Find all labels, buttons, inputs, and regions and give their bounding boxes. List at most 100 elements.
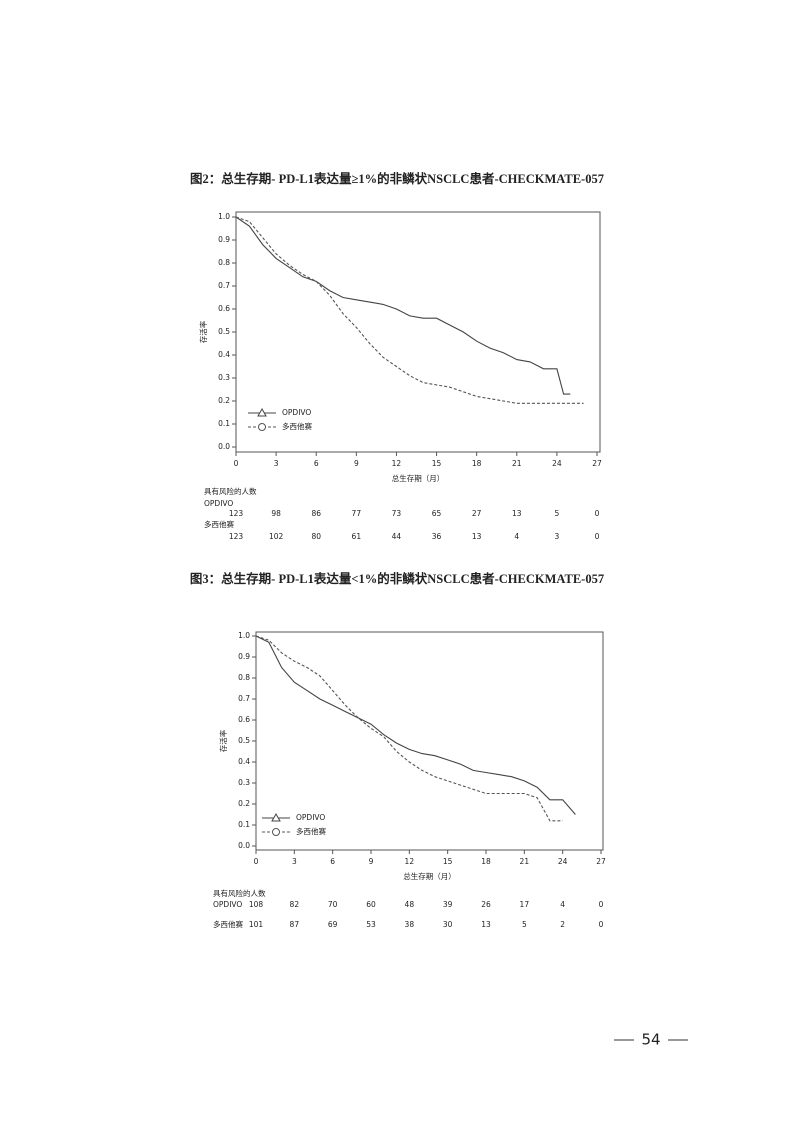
y-tick-label: 1.0 [238,631,250,640]
at-risk-count: 38 [405,920,415,929]
x-tick-label: 15 [443,857,453,866]
x-tick-label: 6 [314,459,319,468]
at-risk-count: 2 [560,920,565,929]
at-risk-count: 44 [392,532,402,541]
at-risk-count: 39 [443,900,453,909]
survival-curve [235,216,571,395]
at-risk-count: 53 [366,920,376,929]
at-risk-count: 4 [514,532,519,541]
at-risk-count: 123 [229,509,244,518]
y-axis-label: 存活率 [218,729,228,752]
at-risk-count: 60 [366,900,376,909]
at-risk-count: 0 [595,532,600,541]
y-tick-label: 0.6 [238,715,250,724]
y-tick-label: 0.3 [218,373,230,382]
at-risk-count: 4 [560,900,565,909]
x-tick-label: 9 [354,459,359,468]
at-risk-count: 87 [290,920,300,929]
x-tick-label: 18 [472,459,482,468]
x-tick-label: 12 [405,857,415,866]
x-tick-label: 0 [254,857,259,866]
x-tick-label: 24 [558,857,568,866]
at-risk-count: 65 [432,509,442,518]
legend-label: 多西他赛 [282,421,312,431]
at-risk-row-label: 多西他赛 [204,519,234,529]
at-risk-count: 98 [271,509,281,518]
x-tick-label: 6 [330,857,335,866]
y-tick-label: 0.7 [238,694,250,703]
y-tick-label: 0.2 [238,799,250,808]
y-tick-label: 0.0 [238,841,250,850]
at-risk-count: 101 [249,920,264,929]
legend-marker [272,828,280,836]
x-tick-label: 21 [520,857,530,866]
x-tick-label: 12 [392,459,402,468]
at-risk-title: 具有风险的人数 [204,486,257,496]
x-tick-label: 18 [481,857,491,866]
survival-curve [255,635,563,822]
at-risk-count: 30 [443,920,453,929]
y-tick-label: 0.5 [238,736,250,745]
at-risk-count: 3 [554,532,559,541]
figure-caption: 图2：总生存期- PD-L1表达量≥1%的非鳞状NSCLC患者-CHECKMAT… [190,171,604,186]
legend-marker [271,812,281,822]
y-axis-label: 存活率 [198,320,208,343]
at-risk-count: 48 [405,900,415,909]
y-tick-label: 0.2 [218,396,230,405]
x-tick-label: 27 [592,459,602,468]
at-risk-count: 27 [472,509,482,518]
survival-curve [255,635,576,815]
x-tick-label: 15 [432,459,442,468]
y-tick-label: 0.9 [218,235,230,244]
y-tick-label: 0.1 [238,820,250,829]
at-risk-count: 5 [554,509,559,518]
y-tick-label: 0.4 [238,757,250,766]
at-risk-count: 80 [311,532,321,541]
at-risk-title: 具有风险的人数 [213,888,266,898]
x-tick-label: 9 [369,857,374,866]
x-tick-label: 21 [512,459,522,468]
at-risk-count: 36 [432,532,442,541]
at-risk-row-label: 多西他赛 [213,919,243,929]
y-tick-label: 0.4 [218,350,230,359]
legend-marker [258,423,266,431]
y-tick-label: 0.8 [218,258,230,267]
x-tick-label: 27 [596,857,606,866]
at-risk-count: 77 [352,509,362,518]
x-tick-label: 0 [234,459,239,468]
y-tick-label: 0.0 [218,442,230,451]
legend-marker [257,407,267,417]
at-risk-count: 61 [352,532,362,541]
at-risk-count: 17 [520,900,530,909]
y-tick-label: 0.6 [218,304,230,313]
at-risk-count: 86 [311,509,321,518]
at-risk-count: 13 [481,920,491,929]
at-risk-count: 108 [249,900,264,909]
at-risk-count: 70 [328,900,338,909]
at-risk-row-label: OPDIVO [204,499,233,508]
legend-label: 多西他赛 [296,826,326,836]
at-risk-count: 13 [472,532,482,541]
at-risk-count: 0 [595,509,600,518]
x-tick-label: 24 [552,459,562,468]
at-risk-count: 5 [522,920,527,929]
legend-label: OPDIVO [282,408,311,417]
y-tick-label: 0.3 [238,778,250,787]
survival-curve [235,216,584,404]
at-risk-count: 13 [512,509,522,518]
x-tick-label: 3 [274,459,279,468]
at-risk-row-label: OPDIVO [213,900,242,909]
legend-label: OPDIVO [296,813,325,822]
y-tick-label: 0.1 [218,419,230,428]
at-risk-count: 26 [481,900,491,909]
at-risk-count: 69 [328,920,338,929]
page-number: 54 [641,1031,660,1049]
y-tick-label: 0.7 [218,281,230,290]
figure-caption: 图3：总生存期- PD-L1表达量<1%的非鳞状NSCLC患者-CHECKMAT… [190,571,604,586]
at-risk-count: 73 [392,509,402,518]
y-tick-label: 0.9 [238,652,250,661]
at-risk-count: 0 [599,900,604,909]
at-risk-count: 82 [290,900,300,909]
at-risk-count: 0 [599,920,604,929]
